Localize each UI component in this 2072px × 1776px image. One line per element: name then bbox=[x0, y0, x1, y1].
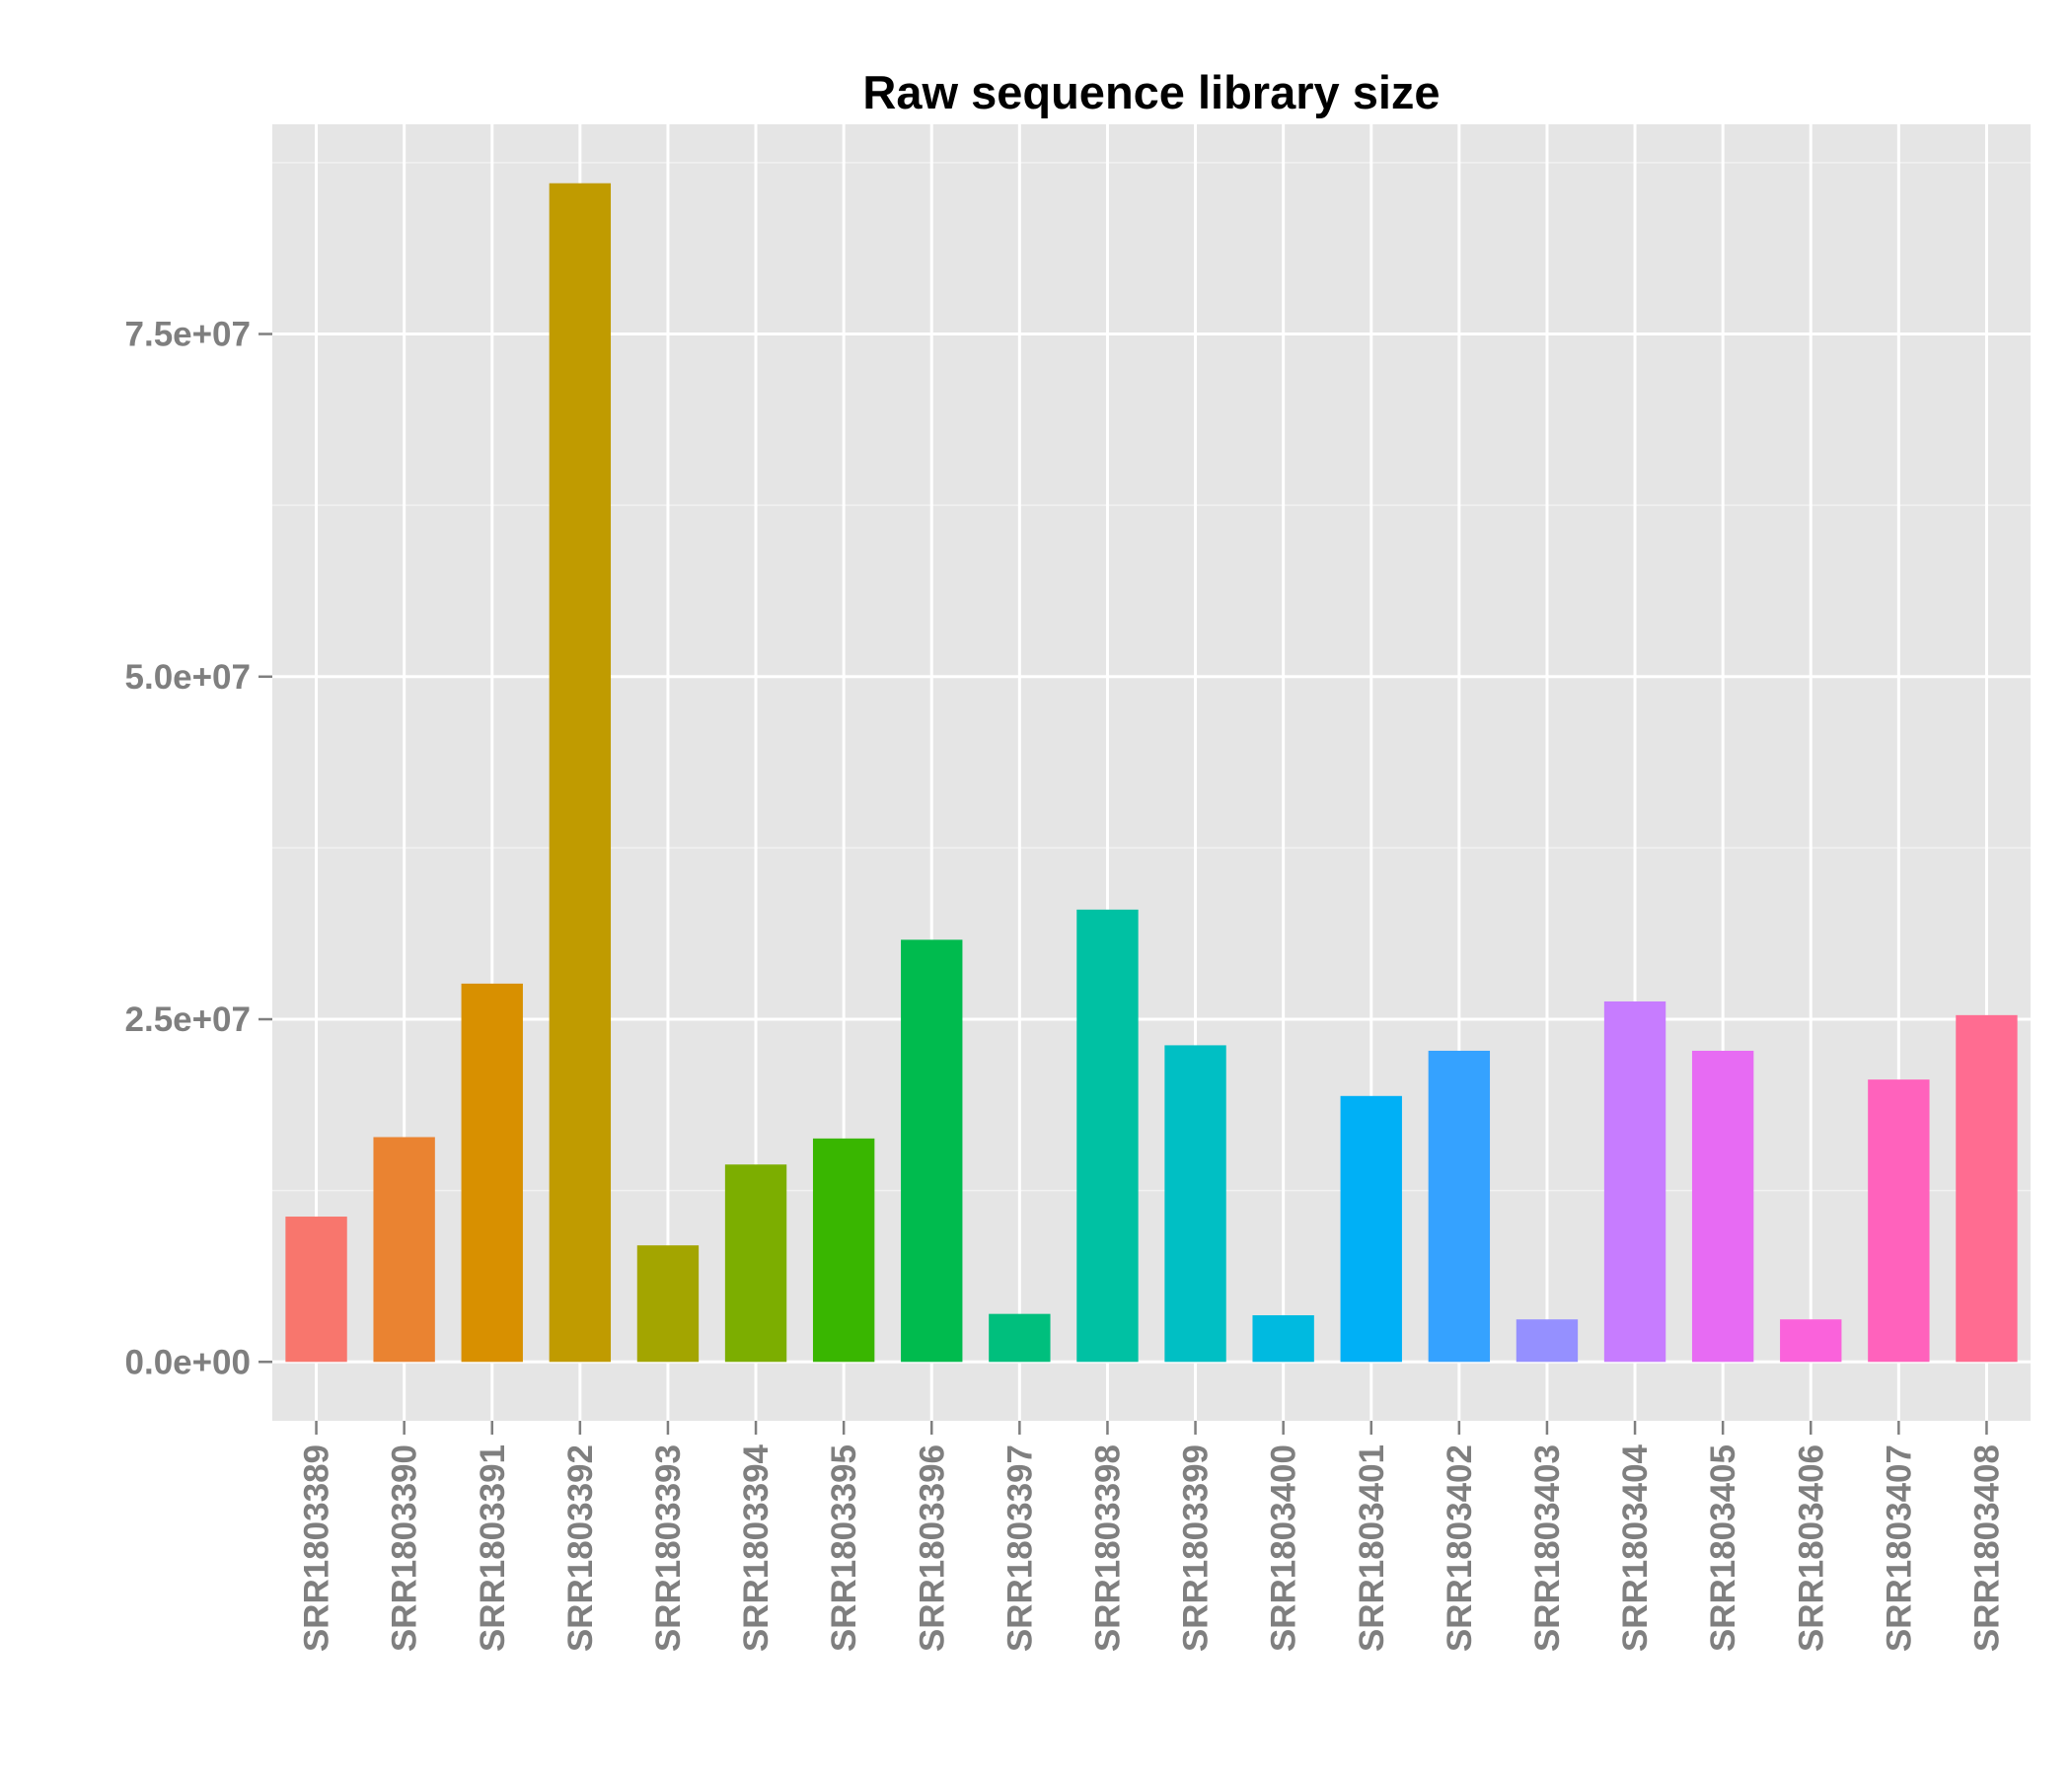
bar-SRR1803405 bbox=[1691, 1050, 1754, 1363]
bar-SRR1803395 bbox=[812, 1138, 875, 1363]
panel-background bbox=[272, 124, 2031, 1421]
x-tick-label: SRR1803406 bbox=[1792, 1444, 1830, 1652]
bar-SRR1803402 bbox=[1428, 1050, 1491, 1363]
bar-SRR1803397 bbox=[989, 1313, 1051, 1363]
bar-SRR1803396 bbox=[901, 939, 963, 1363]
bar-SRR1803403 bbox=[1516, 1319, 1579, 1363]
bar-SRR1803393 bbox=[636, 1245, 700, 1363]
x-tick-label: SRR1803394 bbox=[737, 1443, 776, 1652]
x-tick-label: SRR1803389 bbox=[298, 1444, 336, 1652]
x-tick-label: SRR1803398 bbox=[1088, 1444, 1127, 1652]
x-tick-label: SRR1803392 bbox=[561, 1444, 600, 1652]
bar-SRR1803391 bbox=[461, 983, 523, 1363]
x-tick-label: SRR1803396 bbox=[913, 1444, 951, 1652]
x-tick-label: SRR1803391 bbox=[474, 1444, 512, 1652]
bar-SRR1803392 bbox=[549, 183, 612, 1363]
bar-SRR1803407 bbox=[1868, 1079, 1930, 1363]
x-tick-label: SRR1803400 bbox=[1265, 1444, 1303, 1652]
bar-SRR1803400 bbox=[1252, 1315, 1314, 1363]
bar-SRR1803389 bbox=[285, 1217, 347, 1363]
x-tick-label: SRR1803407 bbox=[1880, 1444, 1918, 1652]
x-tick-label: SRR1803399 bbox=[1177, 1444, 1216, 1652]
x-tick-label: SRR1803405 bbox=[1704, 1444, 1742, 1652]
bar-SRR1803394 bbox=[724, 1164, 787, 1363]
bar-SRR1803404 bbox=[1603, 1000, 1666, 1363]
x-tick-label: SRR1803402 bbox=[1441, 1444, 1479, 1652]
chart-title: Raw sequence library size bbox=[862, 66, 1440, 118]
x-tick-label: SRR1803401 bbox=[1353, 1444, 1391, 1652]
y-tick-label: 5.0e+07 bbox=[125, 658, 252, 697]
bar-SRR1803390 bbox=[373, 1137, 435, 1363]
x-tick-label: SRR1803393 bbox=[649, 1444, 688, 1652]
x-axis: SRR1803389 SRR1803390 SRR1803391 SRR1803392… bbox=[298, 1421, 2006, 1652]
x-tick-label: SRR1803390 bbox=[386, 1444, 424, 1652]
x-tick-label: SRR1803404 bbox=[1616, 1443, 1655, 1652]
bar-SRR1803406 bbox=[1780, 1319, 1842, 1363]
bar-SRR1803399 bbox=[1164, 1045, 1226, 1363]
y-tick-label: 2.5e+07 bbox=[125, 1000, 252, 1039]
y-axis: 0.0e+00 2.5e+07 5.0e+07 7.5e+07 bbox=[125, 316, 272, 1381]
x-tick-label: SRR1803397 bbox=[1000, 1444, 1039, 1652]
bar-SRR1803408 bbox=[1956, 1014, 2018, 1363]
y-tick-label: 0.0e+00 bbox=[125, 1343, 252, 1381]
bars bbox=[285, 183, 2018, 1363]
bar-SRR1803401 bbox=[1340, 1095, 1402, 1363]
x-tick-label: SRR1803395 bbox=[825, 1444, 863, 1652]
y-tick-label: 7.5e+07 bbox=[125, 316, 252, 354]
bar-SRR1803398 bbox=[1076, 909, 1139, 1363]
x-tick-label: SRR1803403 bbox=[1528, 1444, 1567, 1652]
x-tick-label: SRR1803408 bbox=[1967, 1444, 2006, 1652]
